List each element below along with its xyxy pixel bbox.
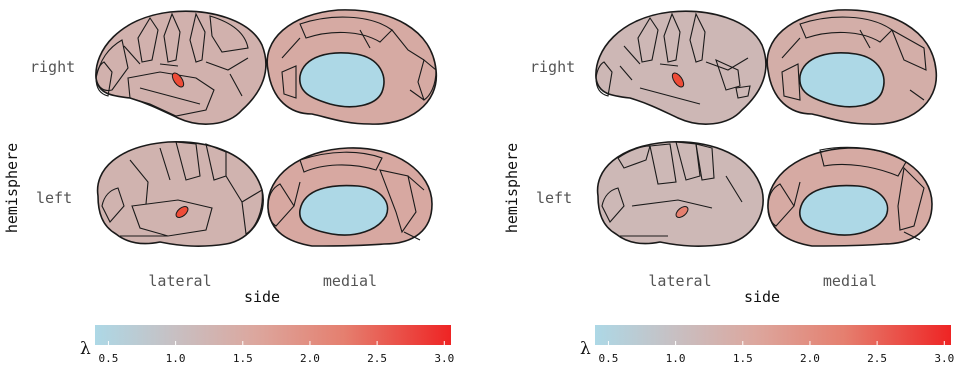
brain-right-medial <box>266 9 438 125</box>
figure-panel-right: right left hemisphere lateral medial sid… <box>500 0 968 376</box>
colorbar-tick-label: 1.0 <box>666 352 686 365</box>
row-label-left: left <box>36 189 72 207</box>
row-label-right: right <box>30 58 75 76</box>
colorbar-tick-label: 1.5 <box>233 352 253 365</box>
y-axis-title: hemisphere <box>3 143 21 233</box>
colorbar-ticks: 0.5 1.0 1.5 2.0 2.5 3.0 <box>598 341 954 365</box>
colorbar-tick-label: 2.0 <box>800 352 820 365</box>
row-label-right: right <box>530 58 575 76</box>
brain-left-lateral <box>596 141 764 247</box>
figure-panel-left: right left hemisphere lateral medial sid… <box>3 9 454 365</box>
y-axis-title: hemisphere <box>503 143 521 233</box>
col-label-medial: medial <box>323 272 377 290</box>
brain-left-medial <box>267 147 433 247</box>
brain-left-medial <box>767 146 933 247</box>
legend-symbol: λ <box>580 339 591 359</box>
colorbar-tick-label: 1.5 <box>733 352 753 365</box>
brain-right-medial <box>766 9 938 125</box>
col-label-medial: medial <box>823 272 877 290</box>
colorbar-tick-label: 1.0 <box>166 352 186 365</box>
legend-symbol: λ <box>80 339 91 359</box>
brain-plot-right: right left hemisphere lateral medial sid… <box>503 9 954 365</box>
colorbar <box>595 325 951 345</box>
col-label-lateral: lateral <box>148 272 211 290</box>
colorbar-tick-label: 2.0 <box>300 352 320 365</box>
colorbar <box>95 325 451 345</box>
colorbar-ticks: 0.5 1.0 1.5 2.0 2.5 3.0 <box>98 341 454 365</box>
colorbar-legend: λ 0.5 1.0 1.5 2.0 2.5 3.0 <box>80 325 454 365</box>
colorbar-tick-label: 0.5 <box>598 352 618 365</box>
colorbar-legend: λ 0.5 1.0 1.5 2.0 2.5 3.0 <box>580 325 954 365</box>
colorbar-tick-label: 2.5 <box>867 352 887 365</box>
brain-right-lateral <box>95 10 267 125</box>
colorbar-tick-label: 0.5 <box>98 352 118 365</box>
x-axis-title: side <box>744 288 780 306</box>
brain-plot-left: right left hemisphere lateral medial sid… <box>3 9 454 365</box>
brain-right-lateral <box>595 10 767 125</box>
colorbar-tick-label: 2.5 <box>367 352 387 365</box>
colorbar-tick-label: 3.0 <box>934 352 954 365</box>
colorbar-tick-label: 3.0 <box>434 352 454 365</box>
row-label-left: left <box>536 189 572 207</box>
x-axis-title: side <box>244 288 280 306</box>
brain-left-lateral <box>96 141 264 247</box>
col-label-lateral: lateral <box>648 272 711 290</box>
